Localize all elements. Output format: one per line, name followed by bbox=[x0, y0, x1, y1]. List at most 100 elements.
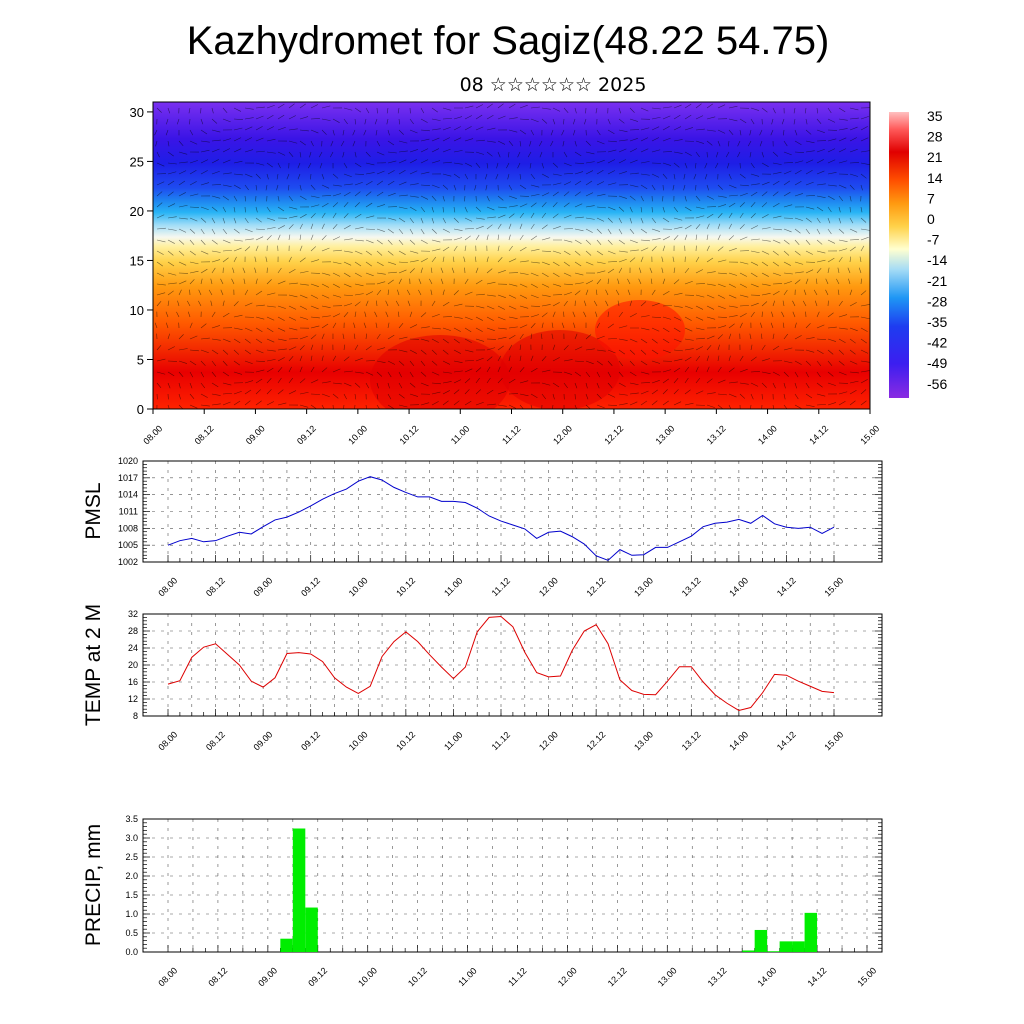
wind-vector bbox=[321, 283, 330, 288]
wind-vector bbox=[475, 389, 482, 395]
wind-vector bbox=[771, 311, 774, 318]
wind-vector bbox=[541, 202, 547, 208]
wind-vector bbox=[519, 260, 529, 263]
precip-bar bbox=[742, 950, 755, 952]
wind-vector bbox=[618, 159, 626, 164]
wind-vector bbox=[661, 267, 664, 274]
wind-vector bbox=[431, 256, 437, 263]
wind-vector bbox=[165, 311, 169, 318]
wind-vector bbox=[651, 338, 658, 344]
wind-vector bbox=[211, 139, 221, 142]
wind-vector bbox=[277, 206, 285, 212]
wind-vector bbox=[530, 305, 540, 307]
wind-vector bbox=[486, 327, 495, 331]
wind-vector bbox=[607, 182, 617, 186]
wind-vector bbox=[277, 280, 286, 285]
wind-vector bbox=[156, 191, 163, 197]
y-tick-label: 20 bbox=[128, 660, 138, 670]
wind-vector bbox=[508, 326, 518, 329]
wind-vector bbox=[310, 294, 319, 299]
wind-vector bbox=[288, 256, 292, 263]
wind-vector bbox=[596, 129, 601, 136]
wind-vector bbox=[453, 379, 462, 384]
wind-vector bbox=[176, 118, 180, 125]
wind-vector bbox=[409, 228, 414, 235]
wind-vector bbox=[310, 283, 319, 287]
wind-vector bbox=[717, 366, 722, 373]
y-tick-label: 0.0 bbox=[125, 947, 138, 957]
wind-vector bbox=[353, 333, 356, 340]
wind-vector bbox=[552, 404, 554, 409]
wind-vector bbox=[276, 184, 279, 191]
wind-vector bbox=[805, 278, 809, 285]
wind-vector bbox=[749, 151, 752, 158]
wind-vector bbox=[684, 377, 689, 384]
wind-vector bbox=[629, 239, 638, 244]
wind-vector bbox=[167, 107, 171, 114]
wind-vector bbox=[563, 345, 569, 351]
wind-vector bbox=[629, 382, 639, 386]
wind-vector bbox=[451, 267, 455, 274]
wind-vector bbox=[761, 382, 767, 388]
wind-vector bbox=[200, 206, 209, 211]
wind-vector bbox=[299, 103, 306, 109]
wind-vector bbox=[838, 217, 842, 224]
wind-vector bbox=[200, 118, 204, 125]
wind-vector bbox=[255, 400, 262, 406]
wind-vector bbox=[695, 346, 703, 351]
wind-vector bbox=[211, 195, 221, 199]
wind-vector bbox=[585, 170, 594, 175]
wind-vector bbox=[838, 360, 845, 366]
wind-vector bbox=[827, 326, 837, 329]
wind-vector bbox=[530, 248, 540, 252]
wind-vector bbox=[552, 173, 562, 176]
wind-vector bbox=[376, 140, 381, 147]
wind-vector bbox=[695, 162, 697, 169]
wind-vector bbox=[308, 162, 312, 169]
wind-vector bbox=[332, 224, 338, 230]
wind-vector bbox=[673, 217, 683, 221]
wind-vector bbox=[189, 393, 195, 400]
wind-vector bbox=[519, 272, 529, 275]
wind-vector bbox=[814, 300, 818, 307]
wind-vector bbox=[486, 256, 489, 263]
wind-vector bbox=[288, 215, 298, 219]
wind-vector bbox=[772, 171, 782, 175]
wind-vector bbox=[596, 261, 606, 264]
wind-vector bbox=[805, 250, 813, 255]
wind-vector bbox=[321, 393, 330, 398]
wind-vector bbox=[838, 118, 848, 121]
y-tick-label: 16 bbox=[128, 677, 138, 687]
x-tick-label: 08.12 bbox=[204, 575, 227, 598]
wind-vector bbox=[200, 323, 207, 329]
wind-vector bbox=[651, 206, 653, 213]
wind-vector bbox=[486, 224, 493, 230]
wind-vector bbox=[596, 169, 604, 175]
wind-vector bbox=[585, 393, 589, 400]
wind-vector bbox=[343, 162, 348, 169]
x-tick-label: 09.12 bbox=[295, 423, 318, 446]
wind-vector bbox=[770, 322, 774, 329]
wind-vector bbox=[717, 283, 726, 288]
wind-vector bbox=[354, 239, 364, 242]
wind-vector bbox=[541, 322, 544, 329]
wind-vector bbox=[728, 367, 735, 373]
wind-vector bbox=[673, 292, 683, 296]
wind-vector bbox=[827, 217, 831, 224]
wind-vector bbox=[563, 228, 573, 230]
wind-vector bbox=[167, 239, 175, 244]
wind-vector bbox=[266, 206, 271, 213]
wind-vector bbox=[783, 151, 792, 156]
wind-vector bbox=[651, 184, 656, 191]
wind-vector bbox=[805, 269, 814, 274]
wind-vector bbox=[607, 323, 614, 329]
wind-vector bbox=[343, 272, 351, 278]
wind-vector bbox=[618, 349, 626, 355]
wind-vector bbox=[420, 312, 427, 318]
wind-vector bbox=[849, 246, 856, 252]
wind-vector bbox=[363, 322, 367, 329]
wind-vector bbox=[211, 118, 218, 124]
wind-vector bbox=[825, 289, 829, 296]
x-tick-label: 08.12 bbox=[193, 423, 216, 446]
